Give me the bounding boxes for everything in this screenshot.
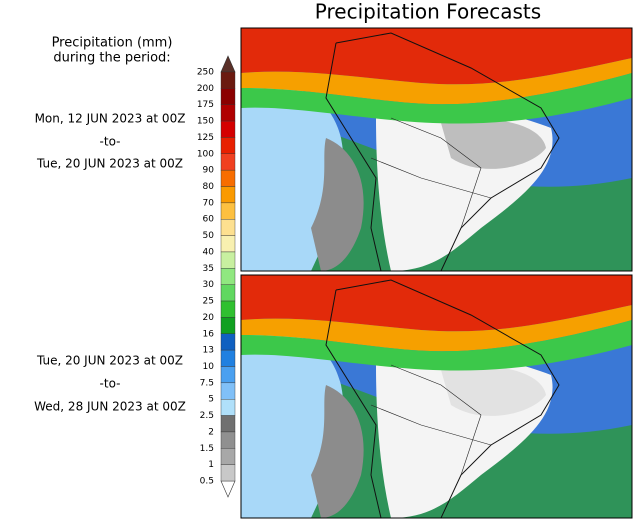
period-end: Wed, 28 JUN 2023 at 00Z (34, 400, 186, 414)
colorbar-label: 7.5 (200, 378, 214, 388)
colorbar-segment (220, 202, 236, 220)
colorbar-label: 30 (203, 280, 215, 290)
colorbar-segment (220, 300, 236, 318)
colorbar-label: 100 (197, 149, 214, 159)
colorbar-label: 25 (203, 297, 214, 307)
tropical-edge (241, 58, 632, 105)
legend-title: during the period: (53, 51, 170, 66)
colorbar-label: 250 (197, 68, 214, 78)
colorbar-label: 0.5 (200, 477, 214, 487)
colorbar-label: 16 (203, 329, 215, 339)
colorbar-segment (220, 251, 236, 269)
colorbar-label: 2 (208, 427, 214, 437)
colorbar-segment (220, 415, 236, 433)
colorbar-segment (220, 431, 236, 449)
map-panel (241, 275, 632, 518)
legend-title: Precipitation (mm) (52, 36, 173, 51)
colorbar-label: 125 (197, 133, 214, 143)
colorbar-segment (220, 284, 236, 302)
colorbar-label: 13 (203, 346, 214, 356)
period-start: Tue, 20 JUN 2023 at 00Z (36, 354, 183, 368)
colorbar-label: 1 (208, 460, 214, 470)
colorbar-label: 50 (203, 231, 215, 241)
colorbar-segment (220, 71, 236, 89)
colorbar-label: 5 (208, 395, 214, 405)
colorbar-segment (220, 448, 236, 465)
map-panel (241, 28, 632, 271)
colorbar-segment (220, 88, 236, 105)
colorbar-label: 150 (197, 117, 214, 127)
colorbar-segment (220, 268, 236, 285)
colorbar-segment (220, 317, 236, 334)
colorbar-label: 20 (203, 313, 215, 323)
colorbar-label: 90 (203, 166, 215, 176)
period-sep: -to- (100, 377, 121, 391)
colorbar-cap (220, 480, 236, 498)
land-gray (441, 366, 546, 416)
land-gray (441, 119, 546, 169)
colorbar-label: 80 (203, 182, 215, 192)
tropical-green (241, 320, 632, 371)
colorbar-label: 40 (203, 247, 215, 257)
dry-coast (311, 385, 364, 518)
period-end: Tue, 20 JUN 2023 at 00Z (36, 157, 183, 171)
borders (370, 364, 492, 476)
colorbar-cap (220, 55, 236, 73)
period-sep: -to- (100, 135, 121, 149)
colorbar-segment (220, 235, 236, 253)
land-dry (376, 354, 553, 518)
colorbar-label: 175 (197, 100, 214, 110)
colorbar-label: 60 (203, 215, 215, 225)
colorbar-label: 200 (197, 84, 214, 94)
colorbar-label: 35 (203, 264, 214, 274)
colorbar-label: 1.5 (200, 444, 214, 454)
colorbar-segment (220, 120, 236, 138)
colorbar-label: 10 (203, 362, 215, 372)
colorbar-segment (220, 186, 236, 204)
colorbar-label: 70 (203, 198, 215, 208)
colorbar-segment (220, 464, 236, 482)
period-start: Mon, 12 JUN 2023 at 00Z (35, 112, 186, 126)
tropical-edge (241, 305, 632, 352)
colorbar-segment (220, 333, 236, 351)
colorbar-segment (220, 219, 236, 236)
coastline (325, 279, 560, 518)
tropical-green (241, 73, 632, 124)
colorbar-segment (220, 153, 236, 171)
colorbar-segment (220, 382, 236, 400)
title: Precipitation Forecasts (315, 0, 541, 24)
colorbar-segment (220, 399, 236, 416)
colorbar-segment (220, 104, 236, 122)
coastline (325, 32, 560, 271)
colorbar-label: 2.5 (200, 411, 214, 421)
colorbar-segment (220, 366, 236, 384)
panel-frame (240, 27, 633, 272)
colorbar-segment (220, 349, 236, 367)
borders (370, 117, 492, 229)
dry-coast (311, 138, 364, 271)
colorbar-segment (220, 137, 236, 155)
panel-frame (240, 274, 633, 519)
colorbar-segment (220, 169, 236, 187)
